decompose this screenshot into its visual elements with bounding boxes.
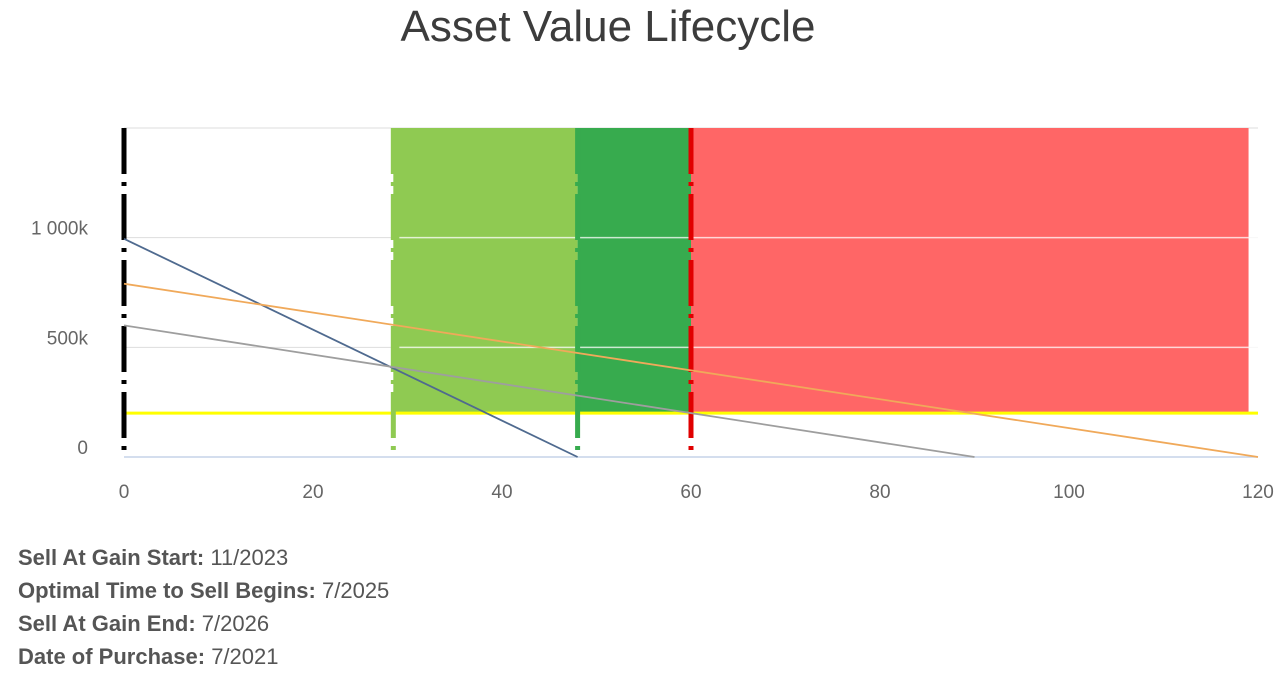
x-tick-label: 100 [1053,482,1085,503]
x-tick-label: 60 [680,482,701,503]
info-value: 7/2025 [322,578,390,603]
series-line [123,324,975,458]
x-tick-label: 20 [302,482,323,503]
info-label: Sell At Gain End: [18,611,196,636]
info-panel: Sell At Gain Start: 11/2023 Optimal Time… [18,541,389,673]
y-tick-label: 1 000k [31,219,89,240]
x-tick-label: 80 [869,482,890,503]
info-label: Optimal Time to Sell Begins: [18,578,316,603]
y-tick-label: 0 [77,438,88,459]
info-row-sell-at-gain-start: Sell At Gain Start: 11/2023 [18,541,389,574]
info-value: 7/2021 [211,644,279,669]
zone-band [577,128,691,414]
asset-value-chart: 0 20 40 60 80 100 120 0 500k 1 000k [31,127,1274,503]
x-tick-label: 40 [491,482,512,503]
info-row-optimal-time: Optimal Time to Sell Begins: 7/2025 [18,574,389,607]
x-tick-label: 120 [1242,482,1274,503]
chart-title: Asset Value Lifecycle [400,2,816,51]
y-tick-label: 500k [47,328,89,349]
info-value: 7/2026 [201,611,270,636]
info-row-sell-at-gain-end: Sell At Gain End: 7/2026 [18,607,389,640]
x-tick-label: 0 [119,482,130,503]
info-value: 11/2023 [210,545,289,570]
zone-band [691,128,1249,414]
series-line [123,237,578,458]
info-label: Date of Purchase: [18,644,206,669]
zone-band [393,128,578,414]
info-row-date-of-purchase: Date of Purchase: 7/2021 [18,640,389,673]
series-line [123,282,1259,458]
info-label: Sell At Gain Start: [18,545,205,570]
